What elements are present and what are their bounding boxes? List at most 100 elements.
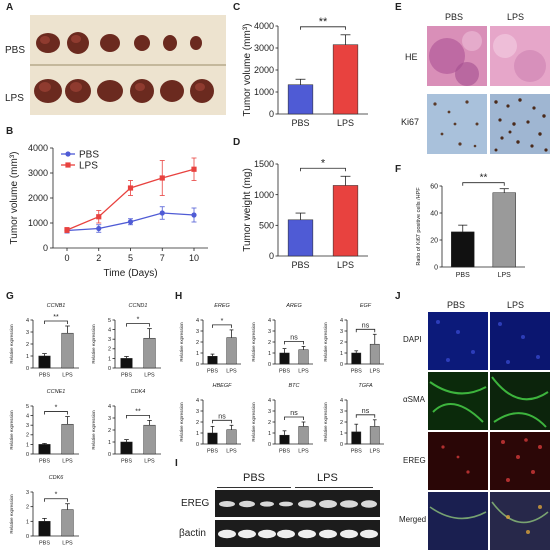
x-tick-label: 7 bbox=[160, 253, 165, 263]
significance-bracket bbox=[126, 415, 150, 419]
bar-lps bbox=[226, 429, 237, 445]
y-tick-label: 0 bbox=[269, 251, 274, 261]
panel-b-tumor-growth-line-chart: 0 1000 2000 3000 4000 0 2 5 7 10 Time (Days) Tumor … bbox=[9, 143, 208, 279]
y-tick-label: 0 bbox=[108, 366, 111, 372]
y-tick-label: 5 bbox=[108, 318, 111, 324]
y-tick-label: 3 bbox=[268, 329, 271, 335]
x-tick-label: LPS bbox=[62, 373, 73, 379]
row-label-ki67: Ki67 bbox=[401, 117, 420, 127]
y-tick-label: 2 bbox=[26, 505, 29, 511]
y-tick-label: 1000 bbox=[28, 218, 48, 228]
x-tick-label: PBS bbox=[207, 449, 218, 455]
bar-lps bbox=[143, 424, 156, 455]
bar-lps bbox=[61, 332, 74, 369]
significance-bracket bbox=[284, 341, 304, 345]
significance-bracket bbox=[300, 26, 346, 30]
panel-j-immunofluorescence: PBS LPS DAPI αSMA EREG Merged bbox=[395, 300, 550, 550]
y-tick-label: 0 bbox=[268, 442, 271, 448]
y-tick-label: 1 bbox=[196, 351, 199, 357]
x-tick-label: 2 bbox=[96, 253, 101, 263]
qpcr-chart-btc: 0 1 2 3 4 Relative expression PBS LPS ns BTC bbox=[251, 383, 313, 455]
y-tick-label: 0 bbox=[26, 452, 29, 458]
y-tick-label: 4 bbox=[268, 398, 271, 404]
panel-label-b: B bbox=[6, 126, 14, 137]
y-tick-label: 0 bbox=[196, 362, 199, 368]
row-label-dapi: DAPI bbox=[403, 335, 422, 344]
chart-title: CCNB1 bbox=[47, 303, 66, 309]
x-tick-label: 0 bbox=[64, 253, 69, 263]
qpcr-chart-ccne1: 0 1 2 3 4 5 Relative expression PBS LPS * CCNE1 bbox=[9, 389, 79, 465]
bar-pbs bbox=[287, 84, 314, 115]
y-tick-label: 4 bbox=[196, 398, 199, 404]
y-tick-label: 3 bbox=[196, 409, 199, 415]
y-tick-label: 1 bbox=[196, 431, 199, 437]
qpcr-chart-areg: 0 1 2 3 4 Relative expression PBS LPS ns AREG bbox=[251, 303, 313, 375]
x-tick-label: LPS bbox=[337, 118, 354, 128]
bar-pbs bbox=[207, 432, 218, 445]
col-label-lps: LPS bbox=[507, 300, 525, 310]
chart-title: TGFA bbox=[358, 383, 373, 389]
bar-lps bbox=[61, 509, 74, 537]
significance-bracket bbox=[44, 411, 68, 415]
bar-pbs bbox=[451, 231, 475, 268]
bar-pbs bbox=[38, 444, 51, 455]
chart-title: CDK4 bbox=[131, 389, 146, 395]
bar-lps bbox=[226, 337, 237, 365]
legend-label-lps: LPS bbox=[79, 161, 98, 172]
bar-lps bbox=[332, 185, 359, 257]
chart-title: HBEGF bbox=[213, 383, 233, 389]
y-tick-label: 3 bbox=[196, 329, 199, 335]
bar-lps bbox=[298, 349, 309, 365]
x-tick-label: LPS bbox=[337, 260, 354, 270]
significance-label: * bbox=[137, 317, 140, 324]
panel-label-a: A bbox=[6, 2, 14, 13]
y-tick-label: 3000 bbox=[254, 43, 274, 53]
panel-label-e: E bbox=[395, 2, 402, 13]
y-tick-label: 3 bbox=[26, 330, 29, 336]
x-tick-label: LPS bbox=[298, 369, 309, 375]
y-tick-label: 500 bbox=[259, 220, 274, 230]
bar-lps bbox=[369, 343, 380, 365]
panel-a-tumor-photo: PBS LPS bbox=[5, 15, 226, 115]
point-pbs bbox=[159, 210, 165, 216]
row-label-asma: αSMA bbox=[403, 395, 425, 404]
significance-label: * bbox=[55, 405, 58, 412]
y-tick-label: 1 bbox=[340, 431, 343, 437]
y-tick-label: 4 bbox=[108, 404, 111, 410]
significance-bracket bbox=[355, 414, 376, 418]
bar-pbs bbox=[207, 356, 218, 365]
x-tick-label: PBS bbox=[39, 459, 50, 465]
x-tick-label: PBS bbox=[456, 272, 470, 279]
y-tick-label: 2 bbox=[26, 433, 29, 439]
y-axis-label: Ratio of Ki67 positive cells /HPF bbox=[416, 187, 422, 266]
y-tick-label: 1 bbox=[108, 356, 111, 362]
significance-label: ns bbox=[290, 410, 298, 417]
point-lps bbox=[159, 175, 165, 181]
col-label-pbs: PBS bbox=[447, 300, 466, 310]
y-axis-label: Relative expression bbox=[251, 322, 256, 362]
y-tick-label: 0 bbox=[434, 264, 438, 271]
y-tick-label: 3000 bbox=[28, 168, 48, 178]
blot-row-label-ereg: EREG bbox=[181, 498, 210, 509]
y-tick-label: 2 bbox=[196, 340, 199, 346]
significance-label: * bbox=[55, 492, 58, 499]
bar-lps bbox=[61, 423, 74, 455]
x-tick-label: 10 bbox=[189, 253, 199, 263]
panel-i-western-blot: PBS LPS EREG βactin bbox=[175, 470, 390, 550]
row-label-merged: Merged bbox=[399, 515, 427, 524]
group-label-pbs: PBS bbox=[243, 472, 266, 484]
bar-pbs bbox=[38, 355, 51, 369]
y-tick-label: 0 bbox=[43, 243, 48, 253]
y-tick-label: 0 bbox=[340, 442, 343, 448]
panel-label-h: H bbox=[175, 291, 183, 302]
chart-title: CDK6 bbox=[49, 475, 65, 481]
bar-pbs bbox=[351, 431, 362, 445]
y-tick-label: 1 bbox=[340, 351, 343, 357]
group-bar-pbs bbox=[217, 487, 291, 488]
panel-h-egf-family-qpcr: 0 1 2 3 4 Relative expression PBS LPS * EREG 0 1 2 3 4… bbox=[175, 300, 390, 460]
panel-label-d: D bbox=[233, 137, 241, 148]
bar-pbs bbox=[120, 358, 133, 369]
bar-pbs bbox=[120, 441, 133, 455]
qpcr-chart-cdk6: 0 1 2 3 Relative expression PBS LPS * CDK6 bbox=[9, 475, 79, 547]
panel-e-histology: PBS LPS HE Ki67 bbox=[395, 12, 550, 162]
